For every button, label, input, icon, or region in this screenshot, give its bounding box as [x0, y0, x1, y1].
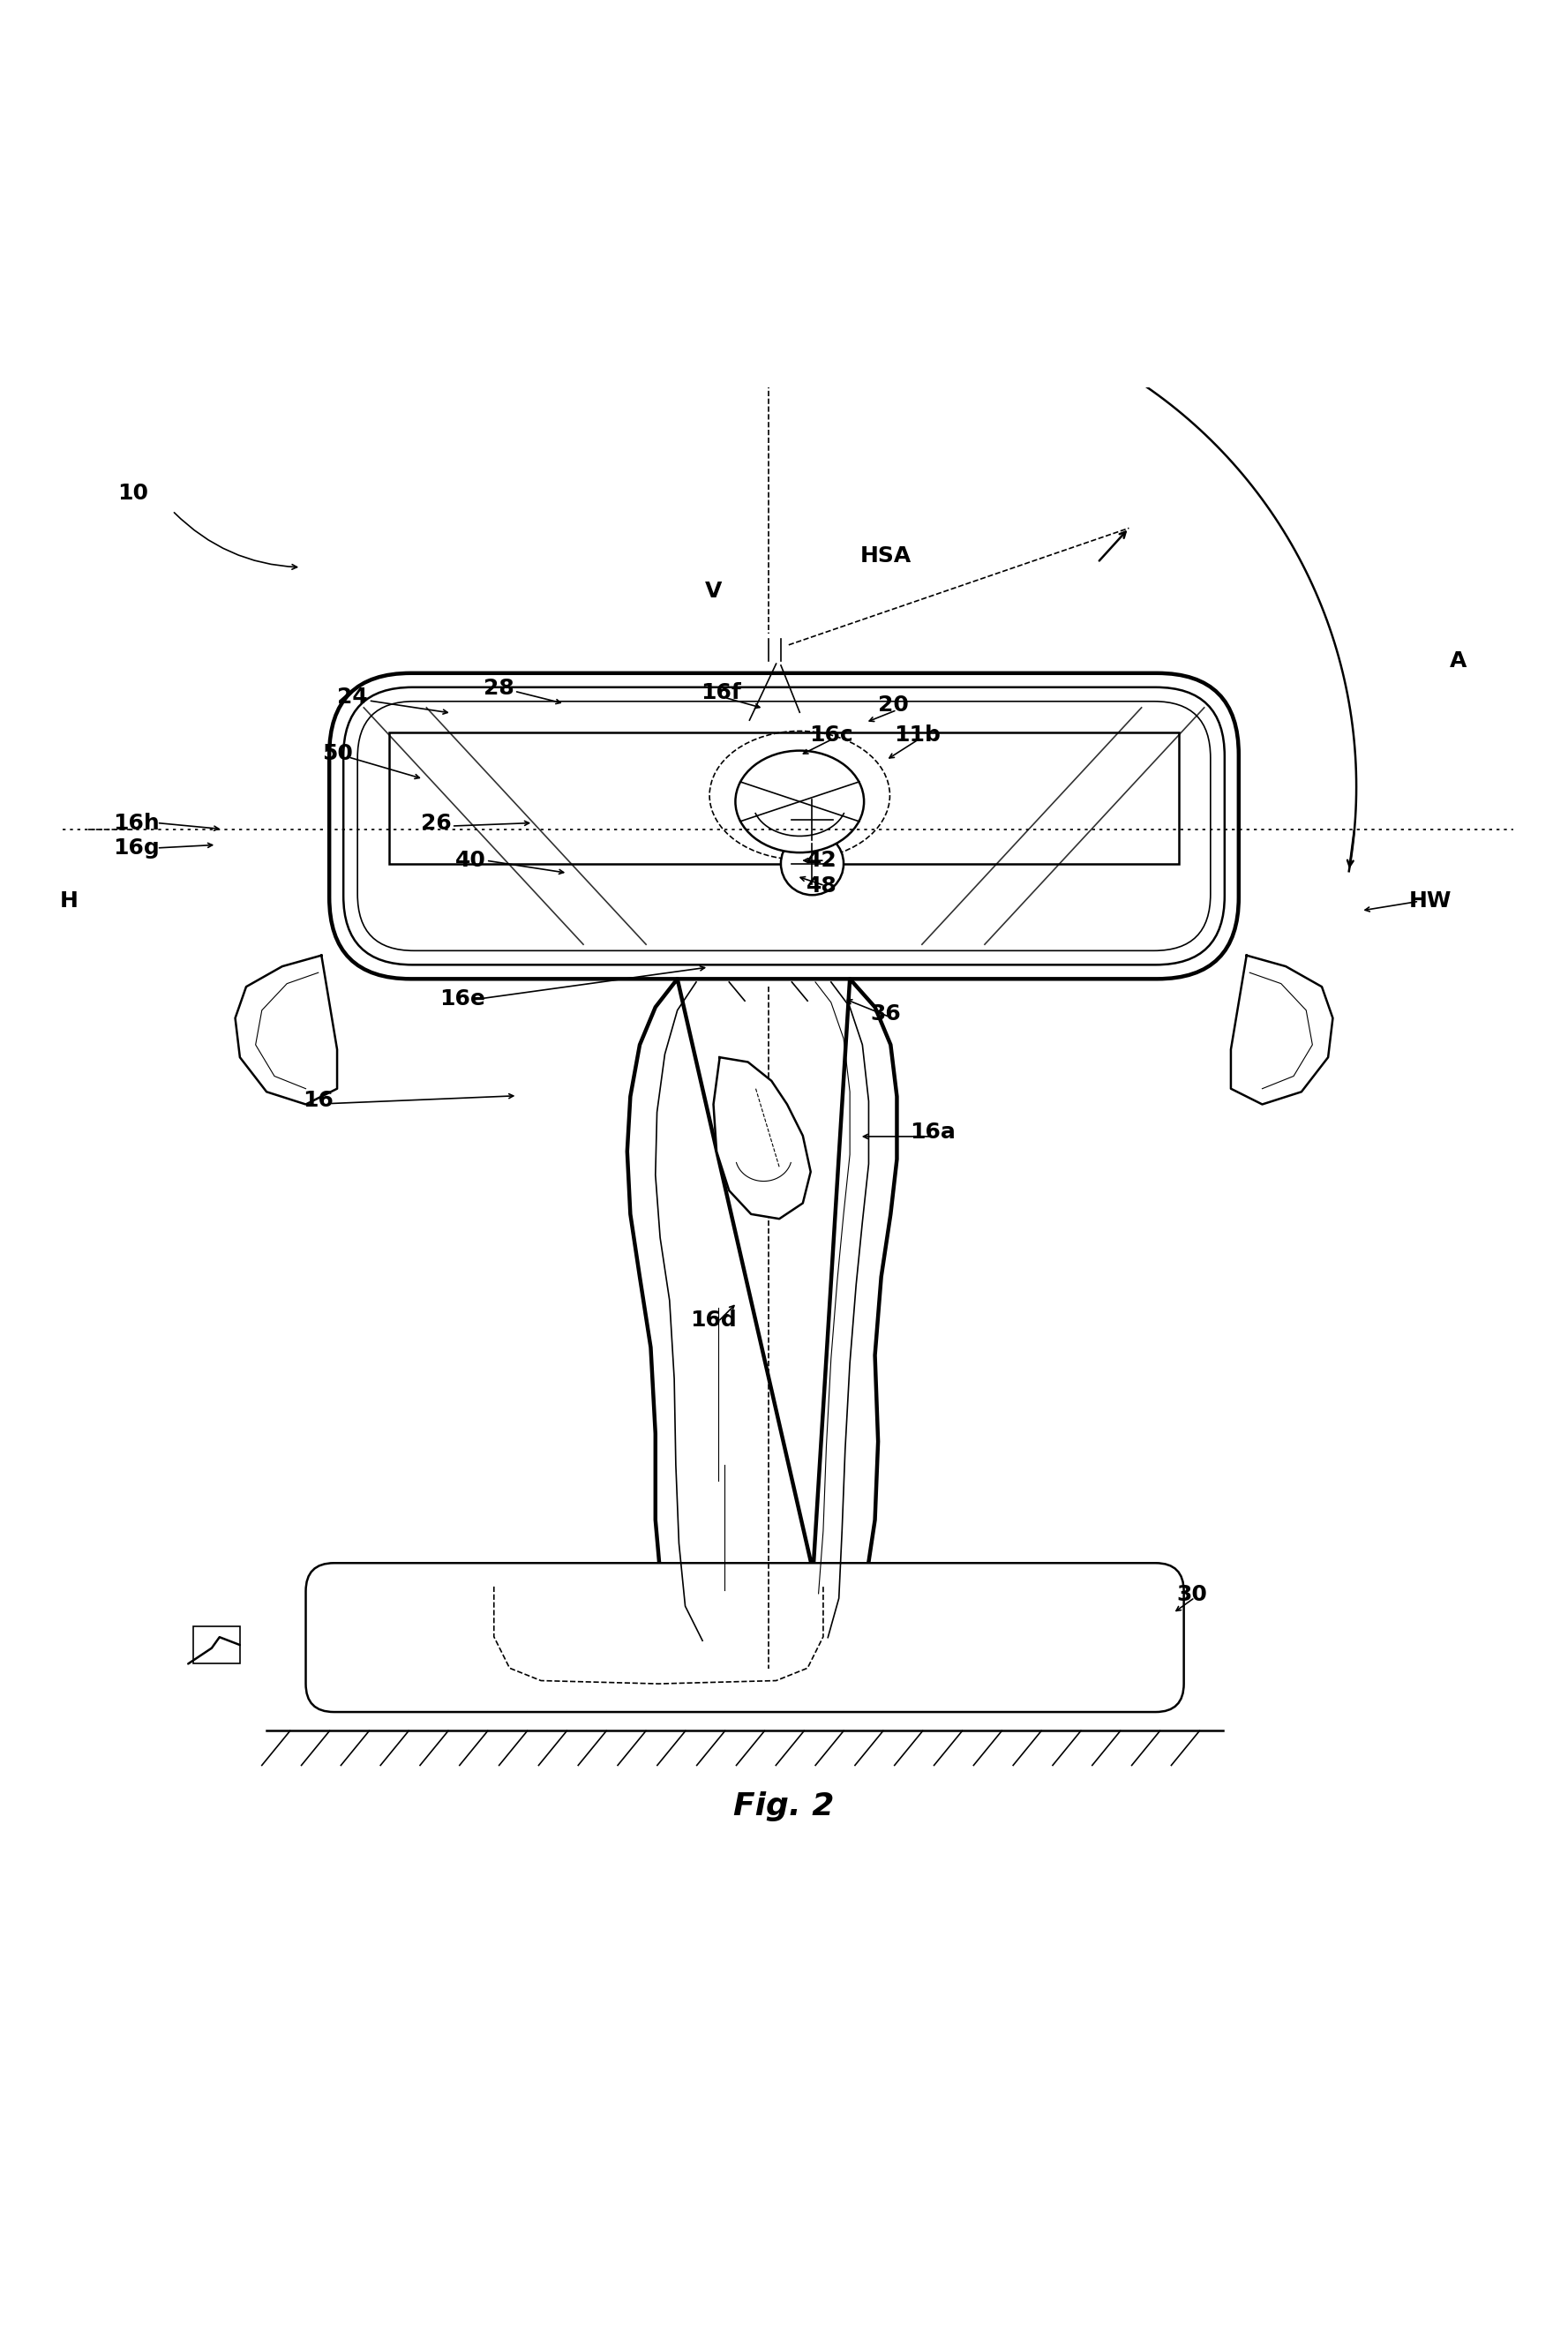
Text: HW: HW: [1408, 890, 1452, 911]
Text: H: H: [60, 890, 78, 911]
Text: 26: 26: [420, 813, 452, 834]
Text: 24: 24: [337, 686, 368, 707]
Text: 36: 36: [870, 1005, 902, 1026]
Text: 16h: 16h: [113, 813, 160, 834]
Text: 20: 20: [878, 696, 909, 717]
Circle shape: [781, 831, 844, 895]
Text: 42: 42: [806, 850, 837, 871]
Polygon shape: [627, 979, 897, 1672]
Ellipse shape: [735, 752, 864, 852]
Text: 48: 48: [806, 876, 837, 897]
Text: 10: 10: [118, 482, 149, 504]
Text: 16a: 16a: [909, 1122, 956, 1143]
Text: V: V: [706, 581, 721, 602]
Text: 16c: 16c: [809, 724, 853, 745]
Text: 28: 28: [483, 677, 514, 698]
Text: Fig. 2: Fig. 2: [734, 1792, 834, 1822]
Text: A: A: [1450, 651, 1466, 672]
FancyBboxPatch shape: [329, 672, 1239, 979]
Text: 16e: 16e: [439, 988, 486, 1009]
Circle shape: [781, 789, 844, 850]
Bar: [389, 733, 1179, 864]
Polygon shape: [1231, 956, 1333, 1105]
FancyBboxPatch shape: [343, 686, 1225, 965]
Text: 40: 40: [455, 850, 486, 871]
Polygon shape: [713, 1056, 811, 1218]
FancyBboxPatch shape: [358, 700, 1210, 951]
Bar: [193, 1625, 240, 1663]
Text: 50: 50: [321, 742, 353, 763]
Text: 16: 16: [303, 1089, 334, 1110]
Text: 16f: 16f: [701, 682, 742, 703]
Text: HSA: HSA: [861, 546, 911, 567]
Text: 16g: 16g: [113, 838, 160, 860]
FancyBboxPatch shape: [306, 1562, 1184, 1712]
Polygon shape: [235, 956, 337, 1105]
Text: 11b: 11b: [894, 724, 941, 745]
Text: 30: 30: [1176, 1583, 1207, 1604]
Text: 16d: 16d: [690, 1309, 737, 1330]
